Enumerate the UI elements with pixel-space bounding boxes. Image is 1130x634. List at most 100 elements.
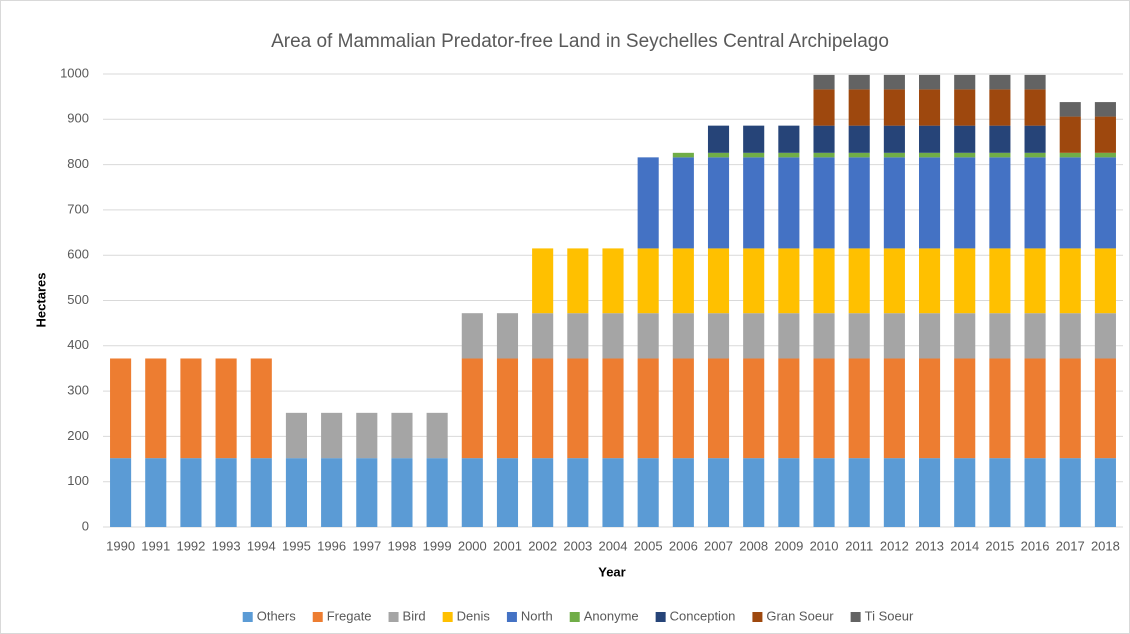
- bar-segment: [1059, 248, 1081, 314]
- bar-segment: [848, 358, 870, 459]
- bar-segment: [1059, 152, 1081, 158]
- bar-segment: [989, 89, 1011, 126]
- x-tick-label: 2016: [1021, 538, 1050, 553]
- bar-segment: [848, 89, 870, 126]
- bar-segment: [848, 74, 870, 90]
- y-tick-label: 400: [67, 337, 89, 352]
- legend: Others Fregate Bird Denis North Anonyme Concep…: [242, 608, 914, 623]
- bar-segment: [743, 125, 765, 153]
- bar-segment: [672, 157, 694, 249]
- bar-segment: [1059, 157, 1081, 249]
- bar-segment: [707, 248, 730, 314]
- bar-segment: [672, 458, 694, 527]
- legend-label: Bird: [403, 608, 426, 623]
- bar-segment: [1059, 313, 1081, 359]
- bar-segment: [567, 458, 589, 527]
- bar-segment: [813, 248, 835, 314]
- bar-segment: [989, 157, 1011, 249]
- bar-segment: [496, 458, 519, 527]
- bar-segment: [321, 412, 343, 459]
- legend-swatch: [242, 612, 253, 622]
- legend-label: Ti Soeur: [865, 608, 914, 623]
- bar-segment: [954, 358, 976, 459]
- y-tick-label: 600: [67, 247, 89, 262]
- bar-segment: [1024, 89, 1046, 126]
- x-tick-label: 1993: [212, 538, 241, 553]
- bar-segment: [883, 313, 905, 359]
- bar-segment: [848, 248, 870, 314]
- bar-segment: [743, 152, 765, 158]
- legend-label: Gran Soeur: [766, 608, 834, 623]
- bar-segment: [707, 313, 730, 359]
- x-tick-label: 2007: [704, 538, 733, 553]
- bar-segment: [1094, 248, 1116, 314]
- bar-segment: [602, 248, 624, 314]
- bar-segment: [778, 458, 800, 527]
- bar-segment: [1024, 157, 1046, 249]
- bar-segment: [391, 458, 413, 527]
- bar-segment: [567, 313, 589, 359]
- bar-segment: [1094, 116, 1116, 153]
- bar-segment: [1059, 358, 1081, 459]
- legend-label: Others: [257, 608, 297, 623]
- bar-segment: [1059, 116, 1081, 153]
- legend-label: Conception: [670, 608, 736, 623]
- x-tick-label: 2015: [985, 538, 1014, 553]
- bar-segment: [532, 248, 554, 314]
- bar-segment: [602, 458, 624, 527]
- bar-segment: [1024, 152, 1046, 158]
- y-tick-label: 1000: [60, 65, 89, 80]
- bar-segment: [567, 248, 589, 314]
- bar-segment: [989, 248, 1011, 314]
- bar-segment: [672, 358, 694, 459]
- y-tick-label: 500: [67, 292, 89, 307]
- bar-segment: [883, 358, 905, 459]
- y-tick-label: 0: [82, 518, 89, 533]
- x-tick-label: 1996: [317, 538, 346, 553]
- bar-segment: [707, 358, 730, 459]
- bar-segment: [215, 458, 237, 527]
- bar-segment: [1024, 248, 1046, 314]
- legend-swatch: [655, 612, 666, 622]
- bar-segment: [848, 152, 870, 158]
- bar-segment: [1094, 458, 1116, 527]
- bar-segment: [461, 458, 483, 527]
- x-tick-label: 2018: [1091, 538, 1120, 553]
- bar-segment: [919, 89, 941, 126]
- x-tick-label: 2001: [493, 538, 522, 553]
- bar-segment: [637, 248, 659, 314]
- bar-segment: [356, 458, 378, 527]
- bar-segment: [707, 458, 730, 527]
- x-tick-label: 1995: [282, 538, 311, 553]
- x-tick-label: 2004: [599, 538, 628, 553]
- bar-segment: [672, 313, 694, 359]
- bar-segment: [989, 152, 1011, 158]
- bar-segment: [1059, 458, 1081, 527]
- bar-segment: [426, 458, 448, 527]
- bar-segment: [637, 313, 659, 359]
- legend-label: Anonyme: [584, 608, 639, 623]
- bar-segment: [919, 152, 941, 158]
- bar-segment: [602, 313, 624, 359]
- legend-label: Denis: [457, 608, 491, 623]
- bar-segment: [778, 152, 800, 158]
- bar-segment: [919, 313, 941, 359]
- x-tick-label: 2011: [845, 538, 873, 553]
- bar-segment: [672, 152, 694, 158]
- bar-segment: [954, 248, 976, 314]
- bar-segment: [707, 125, 730, 153]
- bar-segment: [778, 157, 800, 249]
- bar-segment: [813, 74, 835, 90]
- x-tick-label: 2002: [528, 538, 557, 553]
- bar-segment: [1024, 458, 1046, 527]
- bar-segment: [883, 157, 905, 249]
- bar-segment: [954, 313, 976, 359]
- x-tick-label: 1991: [141, 538, 170, 553]
- x-tick-label: 2008: [739, 538, 768, 553]
- bar-segment: [919, 248, 941, 314]
- bar-segment: [813, 89, 835, 126]
- legend-swatch: [752, 612, 763, 622]
- y-tick-label: 100: [67, 473, 89, 488]
- bar-segment: [1094, 157, 1116, 249]
- bar-segment: [250, 358, 272, 459]
